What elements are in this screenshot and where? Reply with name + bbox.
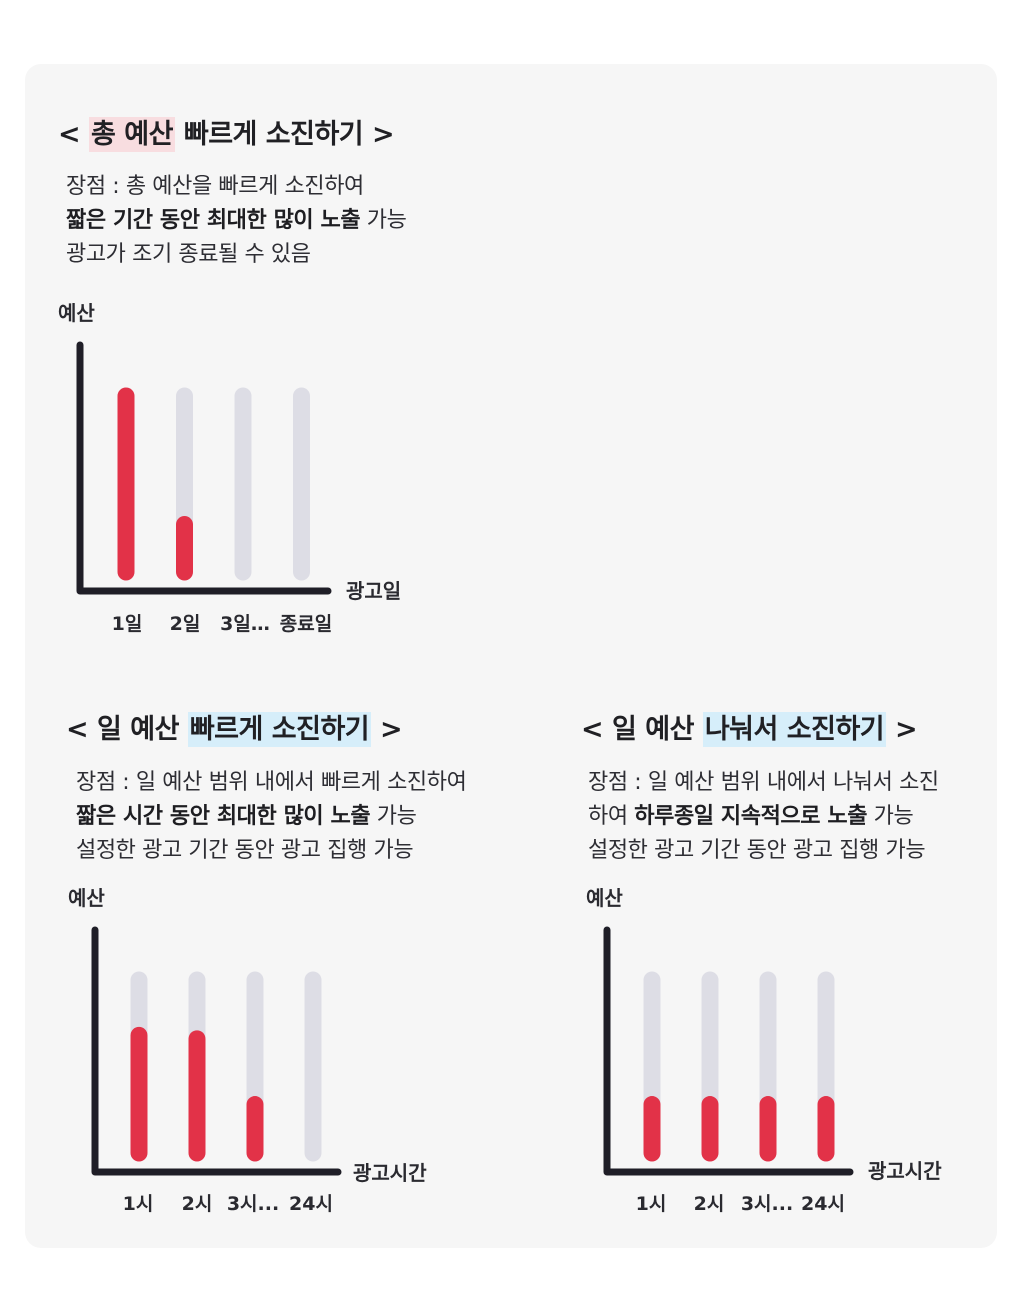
x-tick-label: 24시: [289, 1193, 333, 1215]
section-title: < 총 예산 빠르게 소진하기 >: [58, 112, 395, 152]
axis-line: [91, 926, 342, 1176]
desc-line: 짧은 시간 동안 최대한 많이 노출 가능: [76, 800, 466, 834]
x-tick-label: 3시...: [741, 1193, 793, 1215]
title-suffix: >: [886, 714, 918, 745]
budget-chart-total: 예산 1일 2일 3일… 종료일 광고일: [58, 301, 401, 635]
title-prefix: < 일 예산: [581, 714, 703, 745]
x-tick-label: 1시: [123, 1193, 154, 1215]
desc-line: 설정한 광고 기간 동안 광고 집행 가능: [76, 838, 414, 863]
title-suffix: >: [371, 714, 403, 745]
section-description: 장점 : 일 예산 범위 내에서 빠르게 소진하여 짧은 시간 동안 최대한 많…: [76, 766, 467, 868]
x-axis-label: 광고시간: [353, 1161, 427, 1185]
title-prefix: < 일 예산: [66, 714, 188, 745]
desc-line: 짧은 기간 동안 최대한 많이 노출 가능: [66, 204, 407, 238]
x-tick-label: 2일: [170, 613, 201, 635]
desc-line: 장점 : 총 예산을 빠르게 소진하여: [66, 174, 364, 199]
budget-chart-daily-split: 예산 1시 2시 3시... 24시 광고시간: [586, 886, 942, 1215]
x-tick-label: 24시: [801, 1193, 845, 1215]
title-highlight: 나눠서 소진하기: [702, 712, 887, 747]
axis-line: [603, 926, 854, 1176]
section-description: 장점 : 일 예산 범위 내에서 나눠서 소진 하여 하루종일 지속적으로 노출…: [588, 766, 939, 868]
desc-rest: 가능: [370, 804, 417, 829]
desc-bold: 짧은 시간 동안 최대한 많이 노출: [76, 804, 371, 829]
title-highlight: 총 예산: [89, 117, 175, 152]
y-axis-label: 예산: [586, 886, 623, 910]
x-tick-label: 3일…: [220, 613, 270, 635]
y-axis-label: 예산: [68, 886, 105, 910]
desc-line: 장점 : 일 예산 범위 내에서 빠르게 소진하여: [76, 770, 467, 795]
x-axis-label: 광고일: [346, 579, 401, 603]
axis-line: [76, 341, 332, 595]
desc-bold: 짧은 기간 동안 최대한 많이 노출: [66, 208, 361, 233]
desc-rest: 가능: [360, 208, 407, 233]
title-suffix: 빠르게 소진하기 >: [174, 119, 395, 150]
desc-line: 하여 하루종일 지속적으로 노출 가능: [588, 800, 939, 834]
desc-line: 설정한 광고 기간 동안 광고 집행 가능: [588, 838, 926, 863]
x-tick-label: 종료일: [280, 613, 332, 635]
desc-line: 광고가 조기 종료될 수 있음: [66, 242, 311, 267]
section-description: 장점 : 총 예산을 빠르게 소진하여 짧은 기간 동안 최대한 많이 노출 가…: [66, 170, 407, 272]
x-tick-label: 1일: [112, 613, 143, 635]
desc-line: 장점 : 일 예산 범위 내에서 나눠서 소진: [588, 770, 939, 795]
budget-chart-daily-fast: 예산 1시 2시 3시... 24시 광고시간: [68, 886, 427, 1215]
x-tick-label: 2시: [694, 1193, 725, 1215]
section-title: < 일 예산 나눠서 소진하기 >: [581, 707, 918, 747]
content-card: [25, 64, 997, 1248]
y-axis-label: 예산: [58, 301, 95, 325]
desc-rest: 가능: [867, 804, 914, 829]
title-highlight: 빠르게 소진하기: [187, 712, 372, 747]
desc-bold: 하루종일 지속적으로 노출: [634, 804, 868, 829]
title-prefix: <: [58, 119, 90, 150]
desc-pre: 하여: [588, 804, 635, 829]
x-tick-label: 1시: [636, 1193, 667, 1215]
x-tick-label: 3시...: [227, 1193, 279, 1215]
x-tick-label: 2시: [182, 1193, 213, 1215]
x-axis-label: 광고시간: [868, 1159, 942, 1183]
section-title: < 일 예산 빠르게 소진하기 >: [66, 707, 403, 747]
